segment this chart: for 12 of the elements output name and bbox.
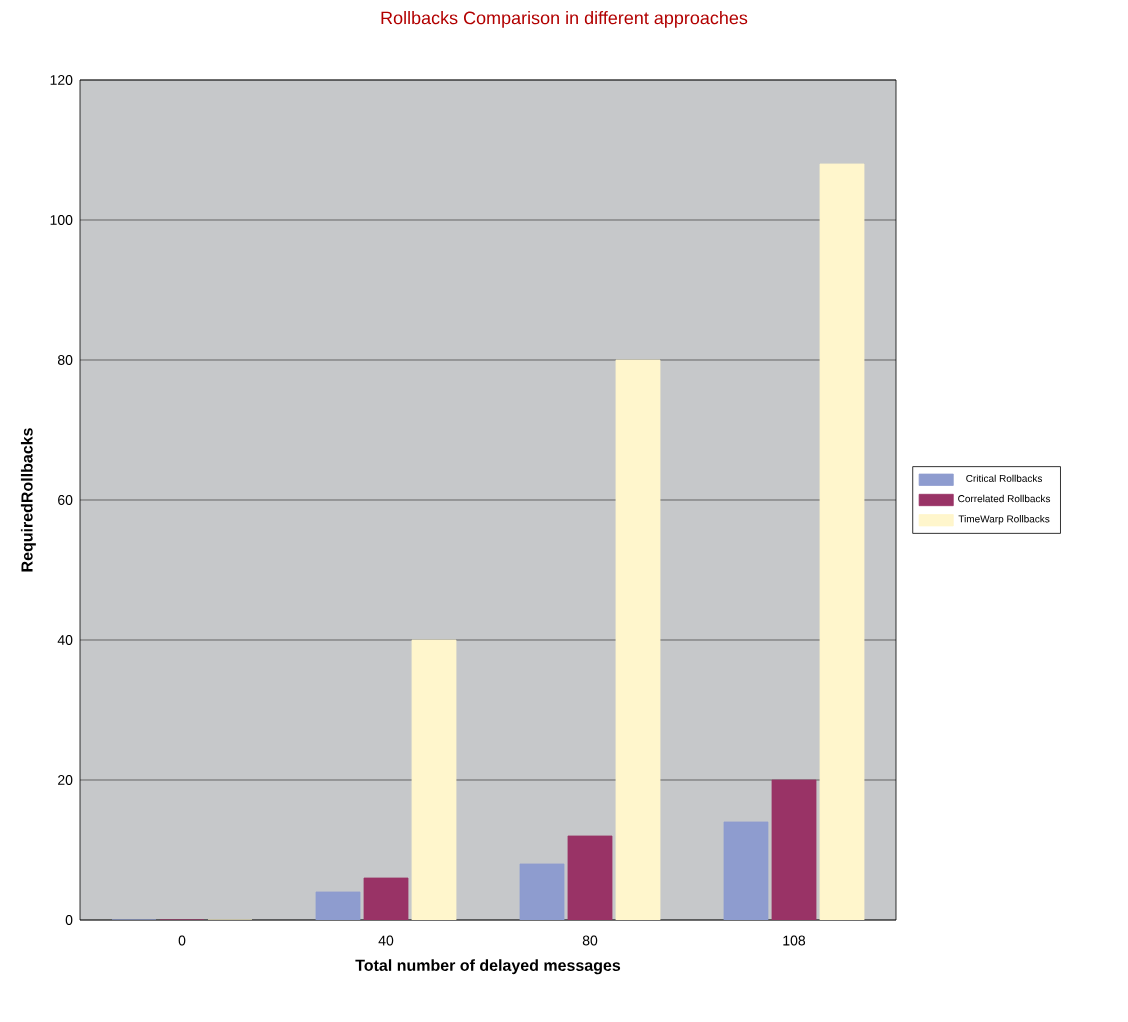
chart-title: Rollbacks Comparison in different approaches: [381, 11, 748, 28]
bar: [615, 359, 661, 920]
bar: [771, 779, 817, 920]
bar: [411, 639, 457, 920]
bar: [519, 863, 565, 920]
bar: [315, 891, 361, 920]
bar: [567, 835, 613, 920]
y-axis-title: RequiredRollbacks: [20, 428, 36, 572]
x-axis-title: Total number of delayed messages: [355, 959, 621, 975]
bar: [723, 821, 769, 920]
bar: [363, 877, 409, 920]
bar: [819, 163, 865, 920]
